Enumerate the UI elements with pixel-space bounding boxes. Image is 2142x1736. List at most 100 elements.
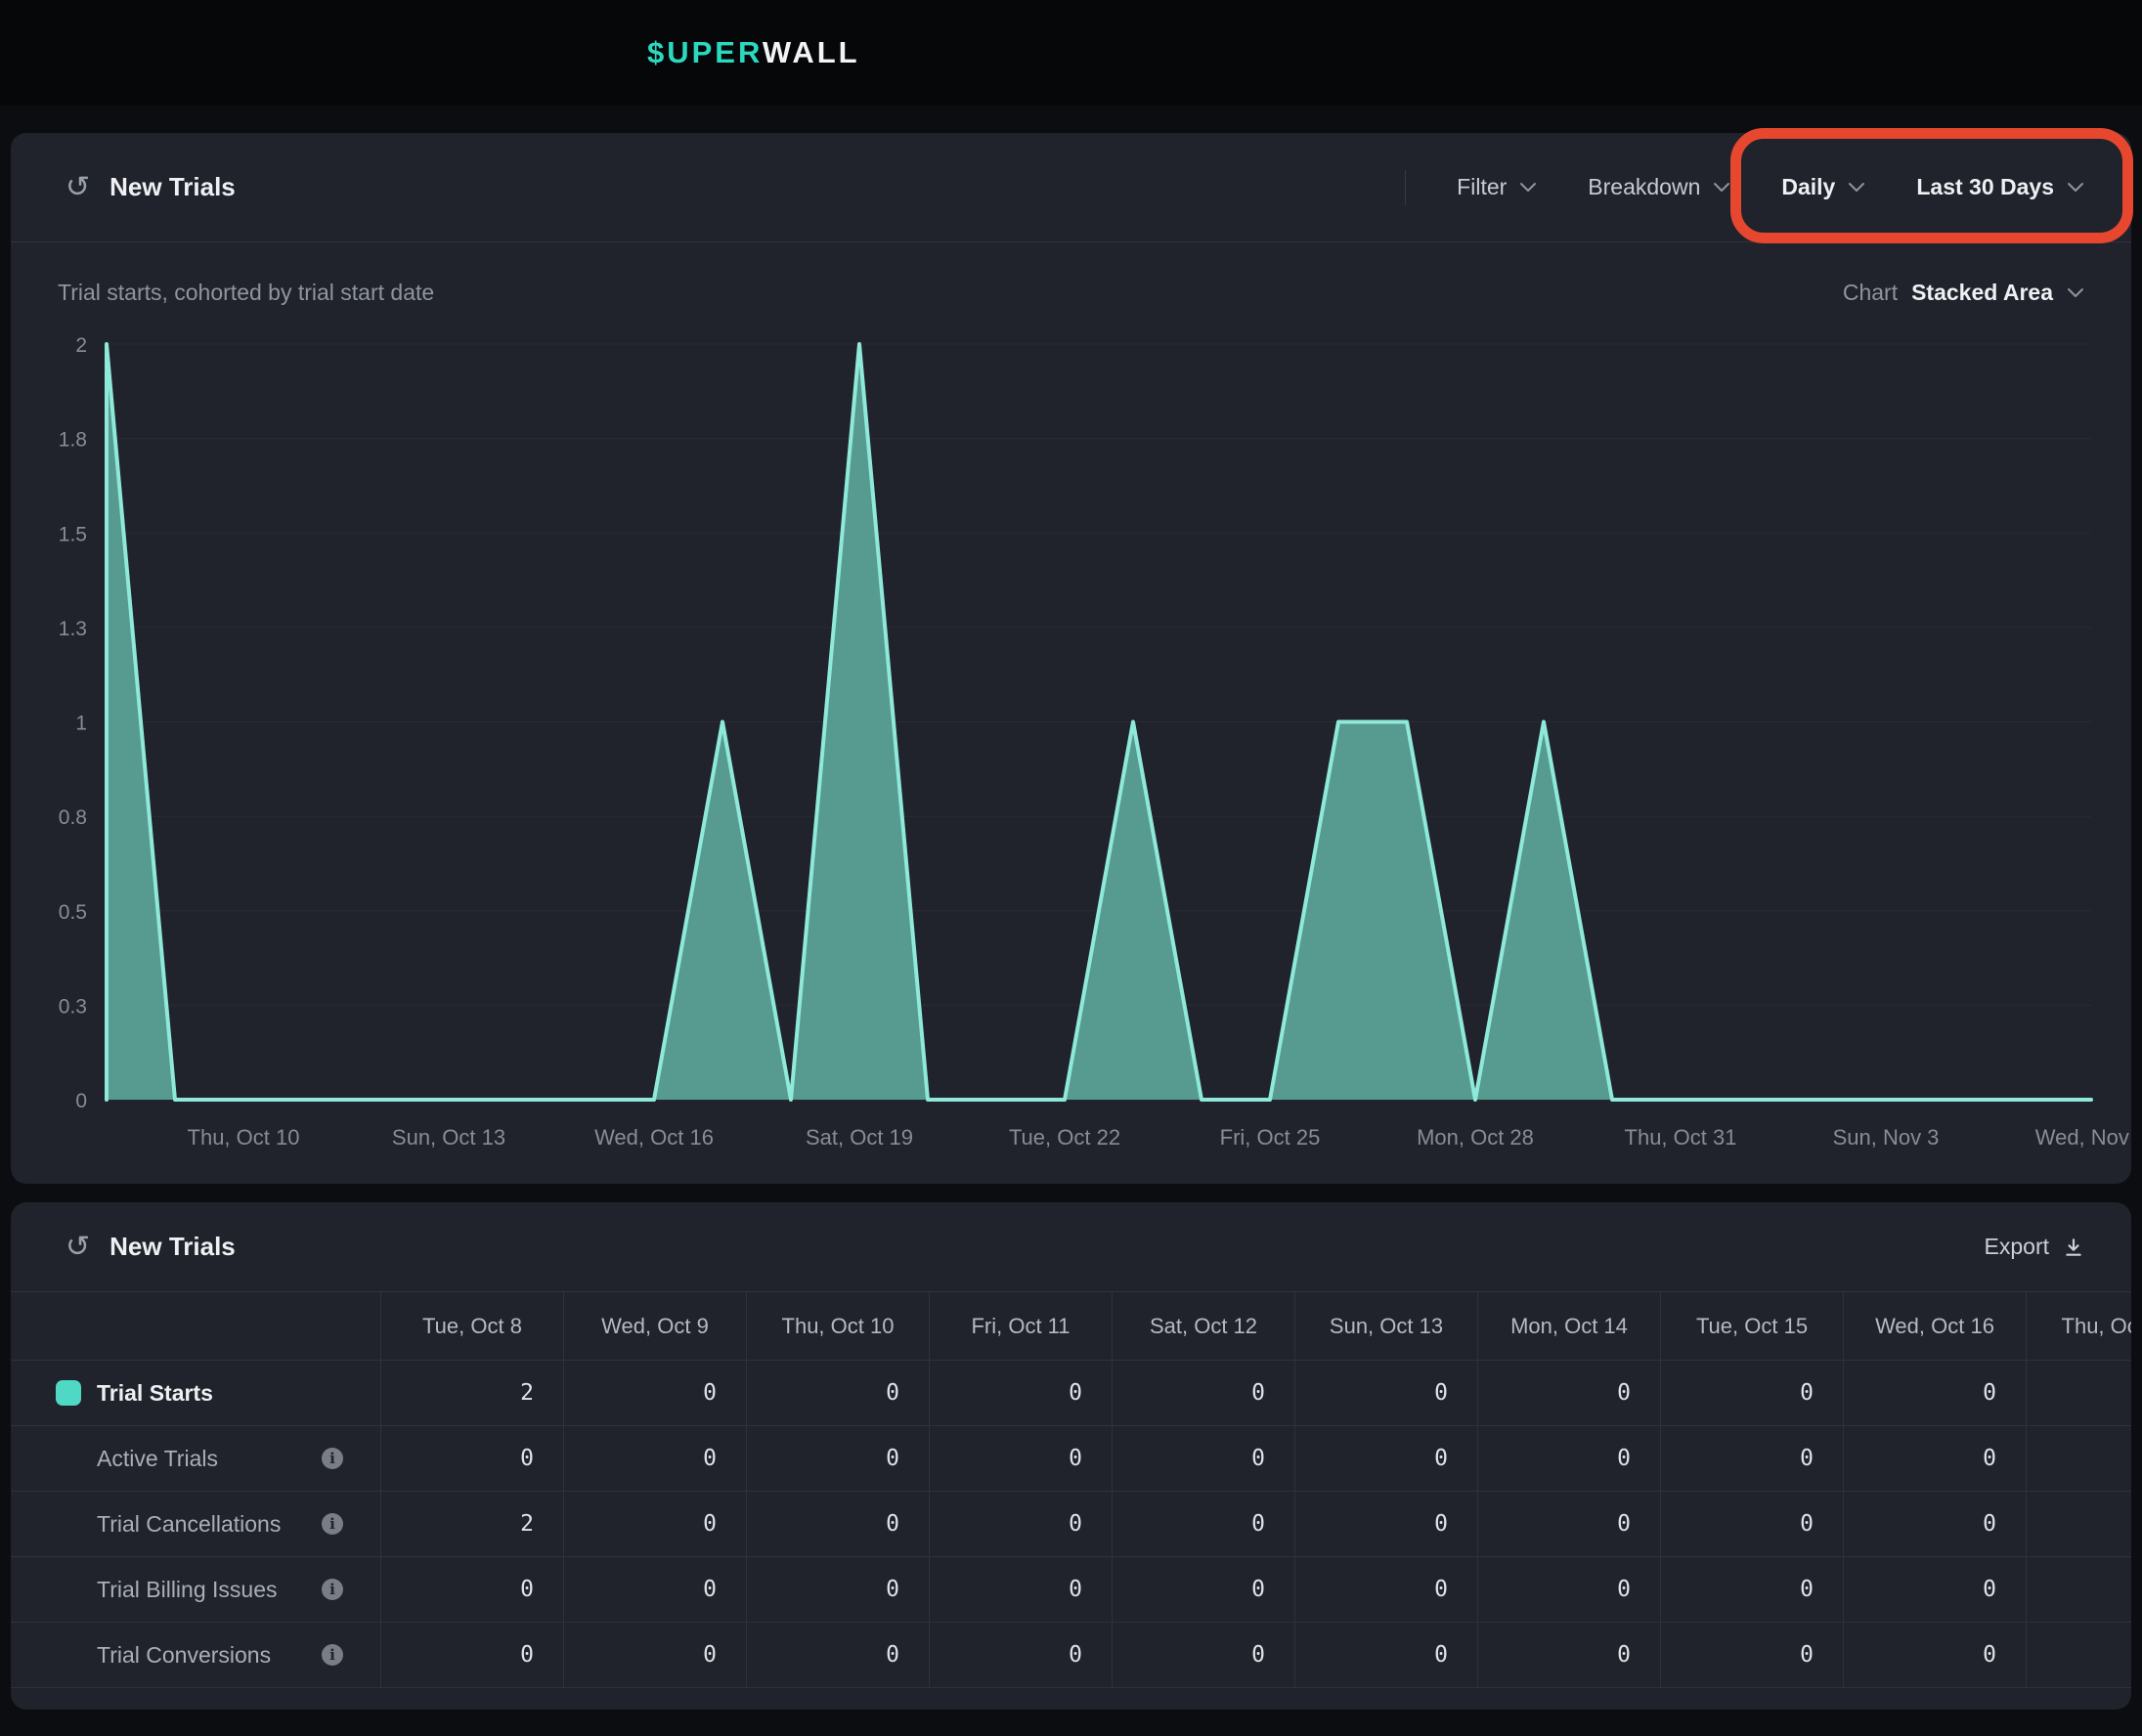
table-cell: 0: [563, 1361, 746, 1426]
table-cell: 0: [1843, 1492, 2026, 1557]
chevron-down-icon: [1848, 182, 1865, 193]
chart-subtitle: Trial starts, cohorted by trial start da…: [58, 280, 434, 306]
table-corner-cell: [11, 1292, 380, 1361]
table-cell: 0: [929, 1557, 1112, 1623]
table-cell: 0: [1843, 1361, 2026, 1426]
x-tick-label: Fri, Oct 25: [1220, 1125, 1321, 1150]
swatch-spacer: [56, 1642, 81, 1668]
row-label: Trial Conversions i: [11, 1623, 380, 1688]
info-icon[interactable]: i: [322, 1579, 343, 1600]
swatch-spacer: [56, 1511, 81, 1537]
column-header: Tue, Oct 15: [1660, 1292, 1843, 1361]
date-range-dropdown-label: Last 30 Days: [1916, 174, 2054, 200]
row-label: Active Trials i: [11, 1426, 380, 1492]
table-cell: 2: [380, 1492, 563, 1557]
x-tick-label: Thu, Oct 31: [1625, 1125, 1737, 1150]
column-header: Thu, Oct 10: [746, 1292, 929, 1361]
swatch-spacer: [56, 1577, 81, 1602]
y-tick-label: 0.8: [59, 806, 87, 829]
table-cell: 0: [1294, 1361, 1477, 1426]
table-cell: 0: [563, 1623, 746, 1688]
table-cell: 0: [929, 1492, 1112, 1557]
table-cell: [2026, 1426, 2131, 1492]
x-tick-label: Wed, Nov 6: [2035, 1125, 2131, 1150]
table-cell: [2026, 1623, 2131, 1688]
table-cell: 0: [1294, 1623, 1477, 1688]
table-panel-header: ↺ New Trials Export: [11, 1202, 2131, 1292]
column-header: Tue, Oct 8: [380, 1292, 563, 1361]
export-button[interactable]: Export: [1985, 1234, 2084, 1260]
chart-panel-header: ↺ New Trials Filter Breakdown Daily Last…: [11, 133, 2131, 242]
new-trials-table-panel: ↺ New Trials Export Tue, Oct 8Wed, Oct 9…: [11, 1202, 2131, 1710]
table-cell: 0: [1660, 1623, 1843, 1688]
new-trials-chart-panel: ↺ New Trials Filter Breakdown Daily Last…: [11, 133, 2131, 1184]
chart-type-label: Chart: [1843, 280, 1898, 306]
chart-area: 21.81.51.310.80.50.30Thu, Oct 10Sun, Oct…: [11, 319, 2131, 1184]
table-cell: 0: [746, 1426, 929, 1492]
history-icon: ↺: [66, 173, 90, 202]
top-bar: $UPERWALL: [0, 0, 2142, 106]
filter-dropdown[interactable]: Filter: [1457, 174, 1537, 200]
column-header: Sat, Oct 12: [1112, 1292, 1294, 1361]
table-cell: 0: [1294, 1492, 1477, 1557]
chart-panel-controls: Filter Breakdown Daily Last 30 Days: [1405, 170, 2084, 205]
chevron-down-icon: [1519, 182, 1537, 193]
row-label-text: Active Trials: [97, 1446, 218, 1472]
table-cell: 0: [1477, 1361, 1660, 1426]
table-cell: 0: [380, 1623, 563, 1688]
export-button-label: Export: [1985, 1234, 2049, 1260]
granularity-dropdown[interactable]: Daily: [1781, 174, 1865, 200]
controls-divider: [1405, 170, 1406, 205]
table-cell: 0: [1112, 1492, 1294, 1557]
table-cell: 0: [380, 1557, 563, 1623]
date-range-dropdown[interactable]: Last 30 Days: [1916, 174, 2084, 200]
table-cell: 0: [1294, 1426, 1477, 1492]
y-tick-label: 0.3: [59, 995, 87, 1018]
y-tick-label: 1: [75, 713, 87, 735]
table-cell: 0: [1294, 1557, 1477, 1623]
row-label-text: Trial Starts: [97, 1380, 213, 1407]
info-icon[interactable]: i: [322, 1513, 343, 1535]
table-cell: 0: [1843, 1426, 2026, 1492]
table-cell: 0: [1660, 1492, 1843, 1557]
table-cell: [2026, 1361, 2131, 1426]
x-tick-label: Sat, Oct 19: [806, 1125, 913, 1150]
table-cell: 0: [1112, 1426, 1294, 1492]
x-tick-label: Sun, Nov 3: [1833, 1125, 1940, 1150]
table-cell: 2: [380, 1361, 563, 1426]
swatch-spacer: [56, 1446, 81, 1471]
table-cell: 0: [1843, 1623, 2026, 1688]
column-header: Mon, Oct 14: [1477, 1292, 1660, 1361]
breakdown-dropdown-label: Breakdown: [1588, 174, 1700, 200]
row-label-text: Trial Conversions: [97, 1642, 271, 1669]
breakdown-dropdown[interactable]: Breakdown: [1588, 174, 1730, 200]
table-cell: 0: [1112, 1361, 1294, 1426]
table-cell: 0: [929, 1426, 1112, 1492]
granularity-dropdown-label: Daily: [1781, 174, 1835, 200]
table-cell: 0: [1843, 1557, 2026, 1623]
history-icon: ↺: [66, 1233, 90, 1262]
table-cell: 0: [1477, 1557, 1660, 1623]
x-tick-label: Tue, Oct 22: [1009, 1125, 1120, 1150]
table-cell: 0: [746, 1361, 929, 1426]
y-tick-label: 1.5: [59, 523, 87, 545]
table-cell: 0: [746, 1492, 929, 1557]
column-header: Wed, Oct 9: [563, 1292, 746, 1361]
info-icon[interactable]: i: [322, 1448, 343, 1469]
row-label-text: Trial Billing Issues: [97, 1577, 277, 1603]
chart-type-dropdown[interactable]: Chart Stacked Area: [1843, 280, 2084, 306]
chevron-down-icon: [2067, 182, 2084, 193]
table-cell: 0: [746, 1557, 929, 1623]
table-cell: 0: [929, 1623, 1112, 1688]
superwall-logo: $UPERWALL: [647, 35, 860, 70]
column-header: Thu, Oct 17: [2026, 1292, 2131, 1361]
table-cell: 0: [563, 1557, 746, 1623]
table-cell: [2026, 1492, 2131, 1557]
table-panel-title: New Trials: [109, 1232, 236, 1262]
table-cell: 0: [1660, 1557, 1843, 1623]
info-icon[interactable]: i: [322, 1644, 343, 1666]
column-header: Sun, Oct 13: [1294, 1292, 1477, 1361]
table-cell: 0: [1477, 1492, 1660, 1557]
trials-table: Tue, Oct 8Wed, Oct 9Thu, Oct 10Fri, Oct …: [11, 1292, 2131, 1688]
row-label: Trial Billing Issues i: [11, 1557, 380, 1623]
